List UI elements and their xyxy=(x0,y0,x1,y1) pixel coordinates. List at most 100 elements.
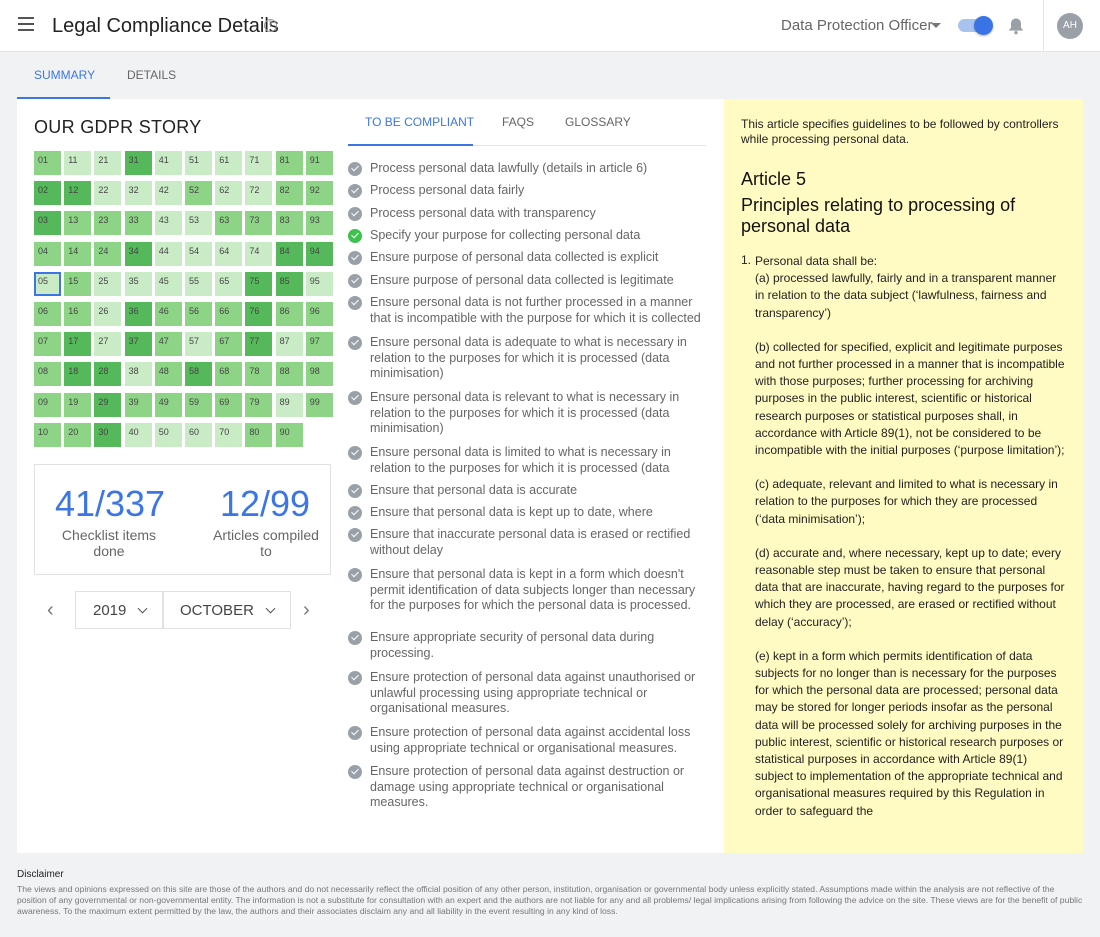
grid-cell-23[interactable]: 23 xyxy=(94,211,122,236)
grid-cell-81[interactable]: 81 xyxy=(275,151,303,175)
toggle-switch[interactable] xyxy=(958,16,993,35)
grid-cell-96[interactable]: 96 xyxy=(305,302,333,326)
checklist-item[interactable]: Ensure personal data is not further proc… xyxy=(348,295,708,327)
grid-cell-15[interactable]: 15 xyxy=(64,271,92,296)
checklist-item[interactable]: Ensure that personal data is accurate xyxy=(348,483,708,499)
checklist-item[interactable]: Ensure personal data is adequate to what… xyxy=(348,335,708,383)
grid-cell-80[interactable]: 80 xyxy=(245,422,273,447)
grid-cell-50[interactable]: 50 xyxy=(154,422,182,447)
checklist-item[interactable]: Ensure protection of personal data again… xyxy=(348,764,708,812)
grid-cell-26[interactable]: 26 xyxy=(94,302,122,326)
grid-cell-53[interactable]: 53 xyxy=(185,211,212,236)
grid-cell-39[interactable]: 39 xyxy=(124,392,152,417)
grid-cell-14[interactable]: 14 xyxy=(64,241,92,266)
grid-cell-17[interactable]: 17 xyxy=(64,332,92,357)
grid-cell-89[interactable]: 89 xyxy=(275,392,303,417)
grid-cell-47[interactable]: 47 xyxy=(154,332,182,357)
grid-cell-69[interactable]: 69 xyxy=(215,392,243,417)
grid-cell-40[interactable]: 40 xyxy=(124,422,152,447)
checklist-item[interactable]: Specify your purpose for collecting pers… xyxy=(348,228,708,244)
grid-cell-55[interactable]: 55 xyxy=(185,271,212,296)
grid-cell-02[interactable]: 02 xyxy=(34,181,61,206)
checklist-item[interactable]: Process personal data with transparency xyxy=(348,206,708,222)
grid-cell-70[interactable]: 70 xyxy=(215,422,243,447)
grid-cell-83[interactable]: 83 xyxy=(275,211,303,236)
grid-cell-32[interactable]: 32 xyxy=(124,181,152,206)
grid-cell-98[interactable]: 98 xyxy=(305,362,333,387)
checklist-item[interactable]: Ensure purpose of personal data collecte… xyxy=(348,273,708,289)
grid-cell-41[interactable]: 41 xyxy=(154,151,182,175)
grid-cell-33[interactable]: 33 xyxy=(124,211,152,236)
grid-cell-37[interactable]: 37 xyxy=(124,332,152,357)
grid-cell-76[interactable]: 76 xyxy=(245,302,273,326)
grid-cell-95[interactable]: 95 xyxy=(305,271,333,296)
grid-cell-93[interactable]: 93 xyxy=(305,211,333,236)
grid-cell-13[interactable]: 13 xyxy=(64,211,92,236)
year-select[interactable]: 2019 xyxy=(75,591,163,629)
grid-cell-18[interactable]: 18 xyxy=(64,362,92,387)
grid-cell-94[interactable]: 94 xyxy=(305,241,333,266)
grid-cell-65[interactable]: 65 xyxy=(215,271,243,296)
grid-cell-99[interactable]: 99 xyxy=(305,392,333,417)
grid-cell-38[interactable]: 38 xyxy=(124,362,152,387)
grid-cell-42[interactable]: 42 xyxy=(154,181,182,206)
grid-cell-79[interactable]: 79 xyxy=(245,392,273,417)
grid-cell-49[interactable]: 49 xyxy=(154,392,182,417)
grid-cell-01[interactable]: 01 xyxy=(34,151,61,175)
checklist-item[interactable]: Process personal data lawfully (details … xyxy=(348,161,708,177)
grid-cell-85[interactable]: 85 xyxy=(275,271,303,296)
checklist-item[interactable]: Ensure that personal data is kept up to … xyxy=(348,505,708,521)
grid-cell-87[interactable]: 87 xyxy=(275,332,303,357)
caret-down-icon[interactable] xyxy=(931,23,941,28)
tab-glossary[interactable]: GLOSSARY xyxy=(565,115,631,129)
grid-cell-45[interactable]: 45 xyxy=(154,271,182,296)
grid-cell-56[interactable]: 56 xyxy=(185,302,212,326)
month-select[interactable]: OCTOBER xyxy=(163,591,291,629)
checklist-item[interactable]: Ensure purpose of personal data collecte… xyxy=(348,250,708,266)
grid-cell-05[interactable]: 05 xyxy=(34,271,61,296)
grid-cell-82[interactable]: 82 xyxy=(275,181,303,206)
grid-cell-77[interactable]: 77 xyxy=(245,332,273,357)
grid-cell-66[interactable]: 66 xyxy=(215,302,243,326)
grid-cell-21[interactable]: 21 xyxy=(94,151,122,175)
grid-cell-72[interactable]: 72 xyxy=(245,181,273,206)
grid-cell-11[interactable]: 11 xyxy=(64,151,92,175)
grid-cell-34[interactable]: 34 xyxy=(124,241,152,266)
grid-cell-25[interactable]: 25 xyxy=(94,271,122,296)
grid-cell-58[interactable]: 58 xyxy=(185,362,212,387)
grid-cell-86[interactable]: 86 xyxy=(275,302,303,326)
grid-cell-09[interactable]: 09 xyxy=(34,392,61,417)
grid-cell-51[interactable]: 51 xyxy=(185,151,212,175)
previous-month-arrow-icon[interactable]: ‹ xyxy=(47,599,54,621)
tab-to-be-compliant[interactable]: TO BE COMPLIANT xyxy=(365,115,475,129)
grid-cell-43[interactable]: 43 xyxy=(154,211,182,236)
grid-cell-20[interactable]: 20 xyxy=(64,422,92,447)
grid-cell-12[interactable]: 12 xyxy=(64,181,92,206)
grid-cell-64[interactable]: 64 xyxy=(215,241,243,266)
grid-cell-35[interactable]: 35 xyxy=(124,271,152,296)
grid-cell-52[interactable]: 52 xyxy=(185,181,212,206)
help-icon[interactable]: ? xyxy=(264,19,277,32)
grid-cell-88[interactable]: 88 xyxy=(275,362,303,387)
grid-cell-48[interactable]: 48 xyxy=(154,362,182,387)
grid-cell-22[interactable]: 22 xyxy=(94,181,122,206)
checklist-item[interactable]: Process personal data fairly xyxy=(348,183,708,199)
grid-cell-10[interactable]: 10 xyxy=(34,422,61,447)
grid-cell-03[interactable]: 03 xyxy=(34,211,61,236)
checklist-item[interactable]: Ensure protection of personal data again… xyxy=(348,725,708,757)
grid-cell-24[interactable]: 24 xyxy=(94,241,122,266)
grid-cell-44[interactable]: 44 xyxy=(154,241,182,266)
grid-cell-74[interactable]: 74 xyxy=(245,241,273,266)
grid-cell-61[interactable]: 61 xyxy=(215,151,243,175)
grid-cell-46[interactable]: 46 xyxy=(154,302,182,326)
avatar[interactable]: AH xyxy=(1057,13,1083,39)
grid-cell-59[interactable]: 59 xyxy=(185,392,212,417)
grid-cell-16[interactable]: 16 xyxy=(64,302,92,326)
grid-cell-27[interactable]: 27 xyxy=(94,332,122,357)
grid-cell-04[interactable]: 04 xyxy=(34,241,61,266)
role-select[interactable]: Data Protection Officer xyxy=(781,17,933,34)
grid-cell-75[interactable]: 75 xyxy=(245,271,273,296)
grid-cell-28[interactable]: 28 xyxy=(94,362,122,387)
tab-summary[interactable]: SUMMARY xyxy=(34,68,96,82)
grid-cell-62[interactable]: 62 xyxy=(215,181,243,206)
